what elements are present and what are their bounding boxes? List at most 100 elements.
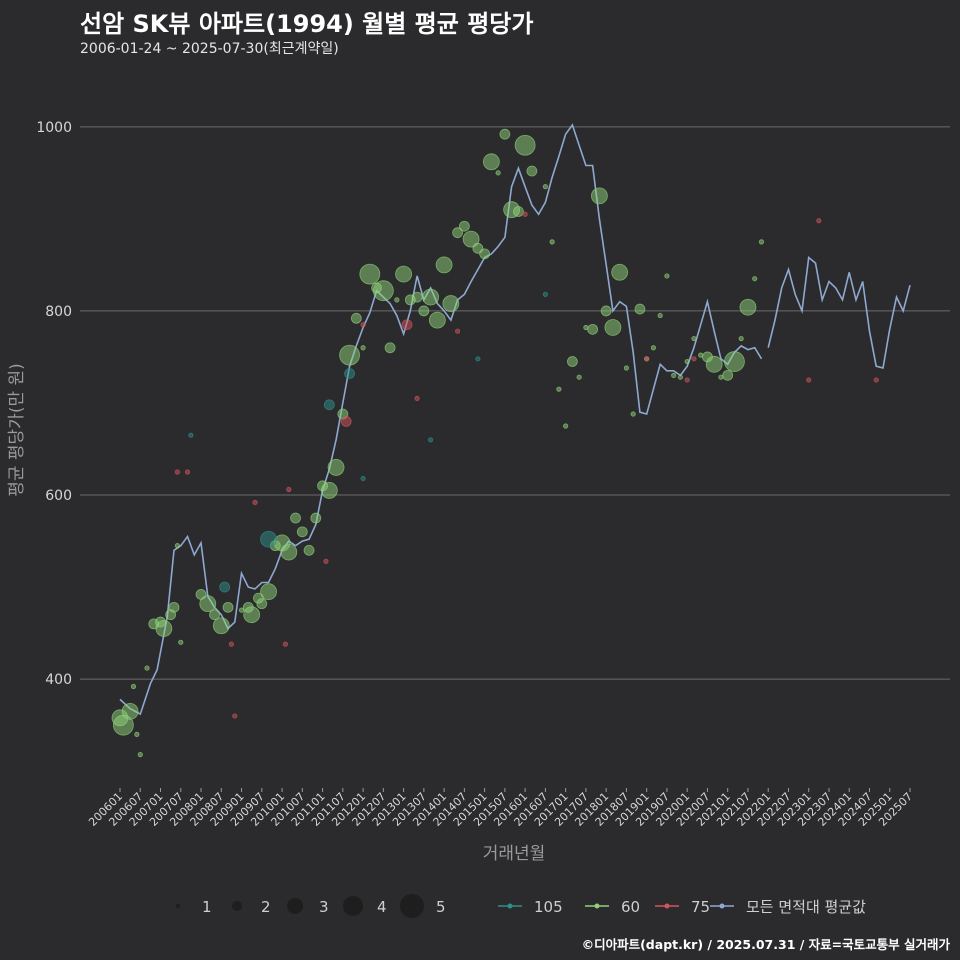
point-60 <box>458 220 470 232</box>
point-60 <box>155 620 173 637</box>
size-legend-dot-4 <box>343 896 363 916</box>
point-60 <box>684 358 690 365</box>
x-axis-title: 거래년월 <box>483 844 546 864</box>
y-axis-ticks: 400 600 800 1000 <box>36 120 72 688</box>
point-60 <box>280 543 298 561</box>
y-tick-label: 800 <box>45 304 72 320</box>
point-75 <box>455 328 461 334</box>
point-60 <box>462 230 480 248</box>
size-legend-label: 4 <box>377 898 387 916</box>
point-75 <box>691 356 697 362</box>
size-legend-label: 5 <box>436 898 446 916</box>
point-60 <box>512 206 524 217</box>
point-60 <box>739 298 757 316</box>
point-60 <box>650 345 657 351</box>
point-60 <box>542 184 548 190</box>
point-60 <box>359 263 381 285</box>
average-line-layer <box>119 123 911 716</box>
point-105 <box>344 368 355 379</box>
point-60 <box>604 319 622 336</box>
legend-label: 75 <box>691 898 710 916</box>
point-105 <box>219 581 231 593</box>
legend-key-dot <box>719 903 725 909</box>
point-60 <box>418 305 430 317</box>
point-60 <box>134 731 140 737</box>
point-60 <box>664 273 670 279</box>
point-105 <box>260 530 277 548</box>
point-60 <box>168 601 180 613</box>
point-75 <box>414 395 420 401</box>
point-75 <box>323 558 329 564</box>
point-60 <box>327 459 345 476</box>
point-75 <box>806 377 812 383</box>
point-60 <box>722 369 734 381</box>
point-60 <box>563 423 569 429</box>
point-60 <box>587 323 599 335</box>
y-tick-label: 600 <box>45 488 72 504</box>
point-75 <box>252 499 258 505</box>
point-60 <box>310 512 322 524</box>
point-60 <box>526 165 538 177</box>
point-105 <box>360 475 366 482</box>
source-credit: ©디아파트(dapt.kr) / 2025.07.31 / 자료=국토교통부 실… <box>581 937 950 952</box>
size-legend-label: 1 <box>202 898 212 916</box>
point-105 <box>542 291 548 297</box>
point-60 <box>222 601 234 613</box>
point-60 <box>499 128 511 140</box>
average-price-line <box>119 123 763 716</box>
point-60 <box>435 256 453 274</box>
grid-lines <box>80 126 950 680</box>
size-legend-dot-2 <box>232 901 242 911</box>
point-60 <box>452 227 464 239</box>
point-60 <box>212 617 230 635</box>
point-60 <box>372 280 394 302</box>
point-60 <box>422 288 439 306</box>
point-60 <box>395 265 412 283</box>
point-60 <box>634 303 646 315</box>
point-60 <box>671 372 677 378</box>
point-60 <box>495 170 501 176</box>
point-60 <box>260 583 277 601</box>
point-60 <box>178 639 184 645</box>
point-60 <box>243 606 261 624</box>
point-60 <box>576 374 582 380</box>
point-75 <box>232 713 238 719</box>
legend-label: 105 <box>534 898 563 916</box>
legend: 1 2 3 4 5 105 60 75 모든 면적대 평균값 <box>175 894 866 918</box>
point-60 <box>738 335 744 342</box>
point-60 <box>479 248 491 260</box>
y-axis-title: 평균 평당가(만 원) <box>7 363 27 497</box>
legend-label: 모든 면적대 평균값 <box>746 898 866 916</box>
legend-key-dot <box>594 903 600 909</box>
legend-key-dot <box>507 903 513 909</box>
legend-key-dot <box>664 903 670 909</box>
point-60 <box>428 311 446 329</box>
point-60 <box>691 335 697 342</box>
point-60 <box>630 411 636 417</box>
point-60 <box>209 609 220 621</box>
point-60 <box>174 543 180 549</box>
point-60 <box>758 239 765 245</box>
chart-title: 선암 SK뷰 아파트(1994) 월별 평균 평당가 <box>80 10 534 38</box>
point-60 <box>339 344 360 366</box>
size-legend-dot-1 <box>175 903 181 909</box>
point-60 <box>566 356 578 367</box>
point-60 <box>350 312 362 324</box>
point-60 <box>360 345 366 351</box>
point-60 <box>677 374 684 380</box>
point-60 <box>752 276 758 282</box>
point-60 <box>256 598 268 610</box>
point-60 <box>411 291 423 303</box>
point-75 <box>873 377 879 383</box>
point-60 <box>623 365 630 371</box>
size-legend-dot-3 <box>287 898 303 914</box>
point-75 <box>286 486 292 493</box>
point-75 <box>522 211 528 217</box>
point-75 <box>360 322 366 328</box>
point-75 <box>174 469 180 475</box>
point-60 <box>611 263 629 281</box>
point-75 <box>684 377 690 383</box>
scatter-points-layer <box>111 128 879 758</box>
point-105 <box>323 399 335 411</box>
